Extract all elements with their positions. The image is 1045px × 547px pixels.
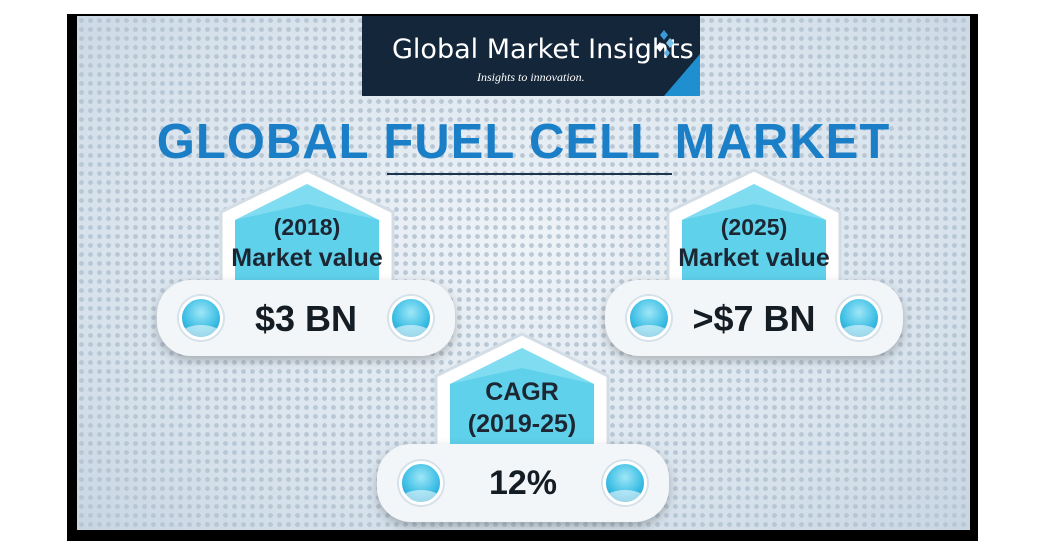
market-value-2018-pill: $3 BN xyxy=(157,280,455,356)
house-badge-shape xyxy=(666,168,842,286)
infographic-panel: Global Market Insights Insights to innov… xyxy=(77,16,970,530)
market-value-2018: $3 BN xyxy=(254,298,358,339)
logo-diamonds-icon xyxy=(656,30,674,57)
right-wave-icon xyxy=(389,296,433,340)
house-badge-shape xyxy=(219,168,395,286)
badge-year-label: (2025) xyxy=(720,214,788,240)
left-wave-icon xyxy=(179,296,223,340)
title-underline xyxy=(387,173,672,175)
logo-brand-text: Global Market Insights xyxy=(392,34,694,65)
cagr-badge: CAGR (2019-25) xyxy=(422,330,622,460)
badge-title-label: Market value xyxy=(231,244,383,272)
cagr-pill: 12% xyxy=(377,444,669,522)
badge-title-label: Market value xyxy=(678,244,830,272)
right-wave-icon xyxy=(603,461,647,505)
left-wave-icon xyxy=(399,461,443,505)
market-value-2025-pill: >$7 BN xyxy=(605,280,903,356)
logo-corner-accent xyxy=(664,54,700,96)
badge-year-label: (2018) xyxy=(273,214,341,240)
badge-period-label: (2019-25) xyxy=(467,410,577,438)
market-value-2025: >$7 BN xyxy=(692,298,816,339)
cagr-value: 12% xyxy=(488,464,558,502)
page-title: GLOBAL FUEL CELL MARKET xyxy=(156,115,891,169)
logo-tagline: Insights to innovation. xyxy=(477,70,585,84)
right-wave-icon xyxy=(837,296,881,340)
badge-title-label: CAGR xyxy=(485,378,559,406)
infographic-frame: Global Market Insights Insights to innov… xyxy=(67,14,978,541)
market-value-2018-badge: (2018) Market value xyxy=(207,166,407,286)
left-wave-icon xyxy=(627,296,671,340)
logo-banner: Global Market Insights Insights to innov… xyxy=(362,16,700,96)
house-badge-shape xyxy=(434,332,610,460)
market-value-2025-badge: (2025) Market value xyxy=(654,166,854,286)
